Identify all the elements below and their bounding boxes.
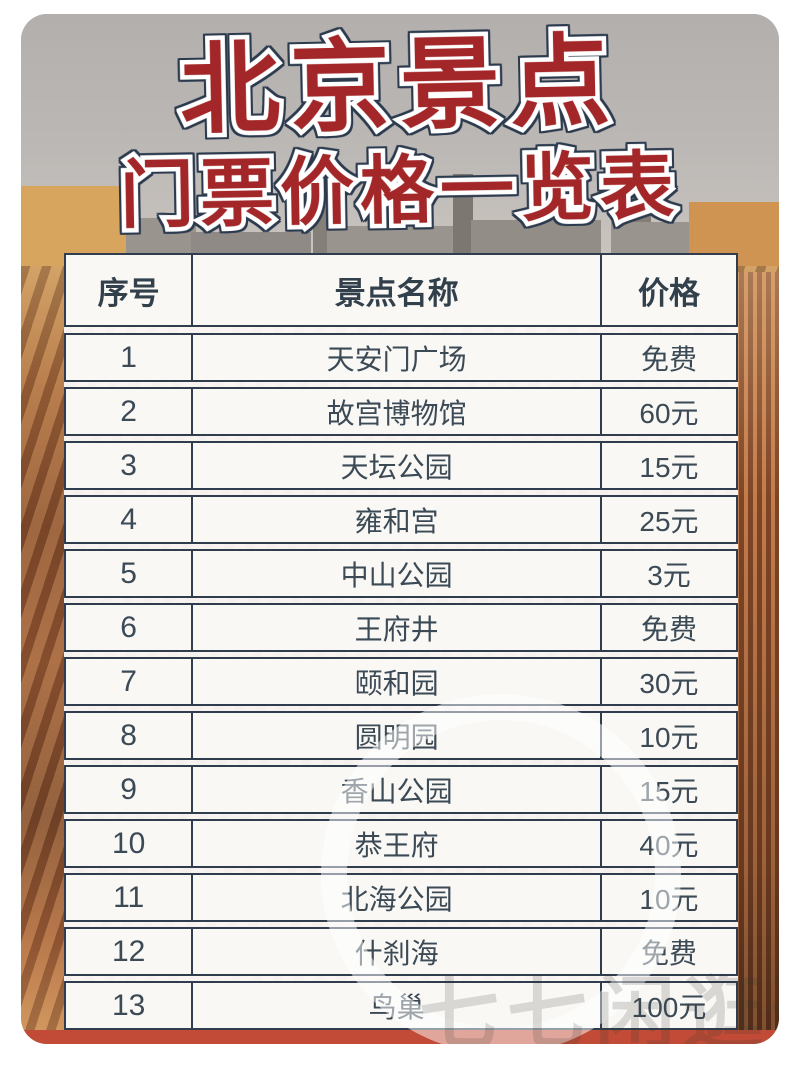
ticket-price: 免费 (640, 343, 697, 375)
row-number: 1 (66, 335, 194, 380)
photo-card: 北京景点 门票价格一览表 序号 景点名称 价格 1 天安门广场 免费 2 故宫博… (21, 14, 779, 1044)
row-number: 6 (66, 605, 194, 650)
ticket-price: 15元 (639, 451, 699, 483)
skyline-building (21, 186, 131, 266)
table-row: 3 天坛公园 15元 (64, 441, 738, 490)
ticket-price: 3元 (647, 559, 691, 591)
city-skyline-photo (21, 172, 779, 266)
attraction-name: 天坛公园 (193, 443, 602, 488)
row-number: 12 (66, 929, 194, 974)
price-table: 序号 景点名称 价格 1 天安门广场 免费 2 故宫博物馆 60元 3 天坛公园… (64, 253, 738, 1030)
row-number: 3 (66, 443, 194, 488)
table-header-row: 序号 景点名称 价格 (64, 253, 738, 327)
header-index: 序号 (66, 255, 194, 325)
attraction-name: 恭王府 (193, 821, 602, 866)
table-row: 5 中山公园 3元 (64, 549, 738, 598)
palace-wall-photo (735, 272, 779, 1030)
attraction-name: 香山公园 (193, 767, 602, 812)
attraction-name: 鸟巢 (193, 983, 602, 1028)
skyline-tower (453, 174, 473, 266)
attraction-name: 圆明园 (193, 713, 602, 758)
table-row: 1 天安门广场 免费 (64, 333, 738, 382)
red-wall-strip (21, 1030, 779, 1044)
table-row: 9 香山公园 15元 (64, 765, 738, 814)
row-number: 9 (66, 767, 194, 812)
table-row: 6 王府井 免费 (64, 603, 738, 652)
row-number: 13 (66, 983, 194, 1028)
row-number: 10 (66, 821, 194, 866)
ticket-price: 10元 (639, 721, 699, 753)
table-row: 10 恭王府 40元 (64, 819, 738, 868)
ticket-price: 免费 (640, 937, 697, 969)
row-number: 7 (66, 659, 194, 704)
attraction-name: 中山公园 (193, 551, 602, 596)
header-name: 景点名称 (193, 255, 602, 325)
attraction-name: 天安门广场 (193, 335, 602, 380)
ticket-price: 40元 (639, 829, 699, 861)
row-number: 2 (66, 389, 194, 434)
ticket-price: 100元 (631, 991, 707, 1023)
table-row: 4 雍和宫 25元 (64, 495, 738, 544)
row-number: 11 (66, 875, 194, 920)
row-number: 5 (66, 551, 194, 596)
header-price: 价格 (637, 275, 700, 311)
ticket-price: 25元 (639, 505, 699, 537)
attraction-name: 北海公园 (193, 875, 602, 920)
table-row: 13 鸟巢 100元 (64, 981, 738, 1030)
table-row: 2 故宫博物馆 60元 (64, 387, 738, 436)
ticket-price: 30元 (639, 667, 699, 699)
row-number: 4 (66, 497, 194, 542)
table-row: 11 北海公园 10元 (64, 873, 738, 922)
poster-subtitle: 门票价格一览表 (115, 140, 685, 242)
table-row: 12 什刹海 免费 (64, 927, 738, 976)
ticket-price: 15元 (639, 775, 699, 807)
attraction-name: 雍和宫 (193, 497, 602, 542)
poster-title: 北京景点 (174, 21, 625, 151)
ticket-price: 60元 (639, 397, 699, 429)
attraction-name: 颐和园 (193, 659, 602, 704)
attraction-name: 故宫博物馆 (193, 389, 602, 434)
row-number: 8 (66, 713, 194, 758)
table-row: 7 颐和园 30元 (64, 657, 738, 706)
attraction-name: 王府井 (193, 605, 602, 650)
attraction-name: 什刹海 (193, 929, 602, 974)
table-row: 8 圆明园 10元 (64, 711, 738, 760)
ticket-price: 10元 (639, 883, 699, 915)
skyline-tower (313, 196, 329, 266)
ticket-price: 免费 (640, 613, 697, 645)
